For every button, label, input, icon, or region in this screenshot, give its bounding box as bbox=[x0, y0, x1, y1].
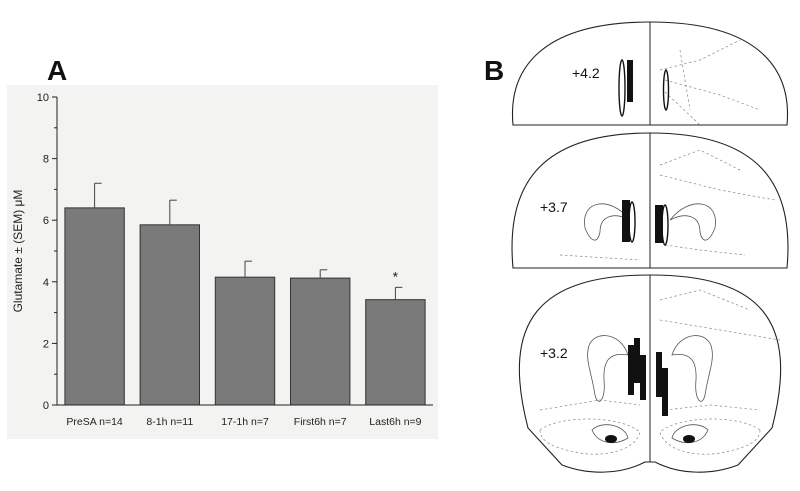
panel-b-label: B bbox=[484, 55, 504, 86]
probe-placement-mark bbox=[656, 352, 662, 397]
error-bars-group bbox=[94, 182, 403, 300]
y-axis-label: Glutamate ± (SEM) μM bbox=[11, 190, 25, 313]
y-tick-label: 2 bbox=[43, 338, 49, 350]
significance-group: * bbox=[393, 268, 399, 284]
x-tick-label: 17-1h n=7 bbox=[221, 416, 269, 428]
y-tick-label: 6 bbox=[43, 215, 49, 227]
probe-placement-mark bbox=[640, 355, 646, 400]
bar bbox=[289, 277, 351, 406]
anterior-commissure-mark bbox=[683, 435, 695, 443]
brain-section-2: +3.7 bbox=[511, 132, 789, 269]
brain-section-3: +3.2 bbox=[518, 274, 782, 473]
brain-sections: +4.2 +3.7 bbox=[511, 21, 789, 473]
section-level-3: +3.2 bbox=[540, 345, 568, 361]
x-tick-label: Last6h n=9 bbox=[369, 416, 421, 428]
bars-group bbox=[64, 207, 426, 406]
x-tick-label: First6h n=7 bbox=[294, 416, 347, 428]
bar bbox=[139, 224, 201, 406]
y-ticks-group: 0 2 4 6 8 10 bbox=[37, 92, 57, 412]
anterior-commissure-mark bbox=[605, 435, 617, 443]
section-level-2: +3.7 bbox=[540, 199, 568, 215]
category-labels-group: PreSA n=14 8-1h n=11 17-1h n=7 First6h n=7 L… bbox=[66, 416, 421, 428]
significance-marker: * bbox=[393, 268, 399, 284]
x-tick-label: 8-1h n=11 bbox=[146, 416, 193, 428]
probe-placement-mark bbox=[655, 205, 663, 243]
probe-placement-mark bbox=[628, 345, 634, 395]
section-level-1: +4.2 bbox=[572, 65, 600, 81]
probe-placement-mark bbox=[618, 59, 626, 117]
y-tick-label: 0 bbox=[43, 400, 49, 412]
panel-a-label: A bbox=[47, 55, 67, 86]
bar-chart: 0 2 4 6 8 10 PreSA n=14 8-1h n=11 17-1h n=7 Firs… bbox=[7, 85, 438, 439]
bar bbox=[64, 207, 125, 406]
probe-placement-mark bbox=[634, 338, 640, 383]
probe-placement-mark bbox=[662, 69, 670, 111]
brain-section-1: +4.2 bbox=[511, 21, 789, 126]
probe-placement-mark bbox=[662, 368, 668, 416]
bar bbox=[365, 299, 426, 406]
probe-placement-mark bbox=[628, 201, 636, 243]
y-tick-label: 10 bbox=[37, 92, 49, 104]
x-tick-label: PreSA n=14 bbox=[66, 416, 122, 428]
y-tick-label: 4 bbox=[43, 277, 49, 289]
bar bbox=[214, 276, 276, 406]
probe-placement-mark bbox=[661, 204, 669, 246]
probe-placement-mark bbox=[627, 60, 633, 102]
probe-placement-mark bbox=[622, 200, 630, 242]
y-tick-label: 8 bbox=[43, 154, 49, 166]
